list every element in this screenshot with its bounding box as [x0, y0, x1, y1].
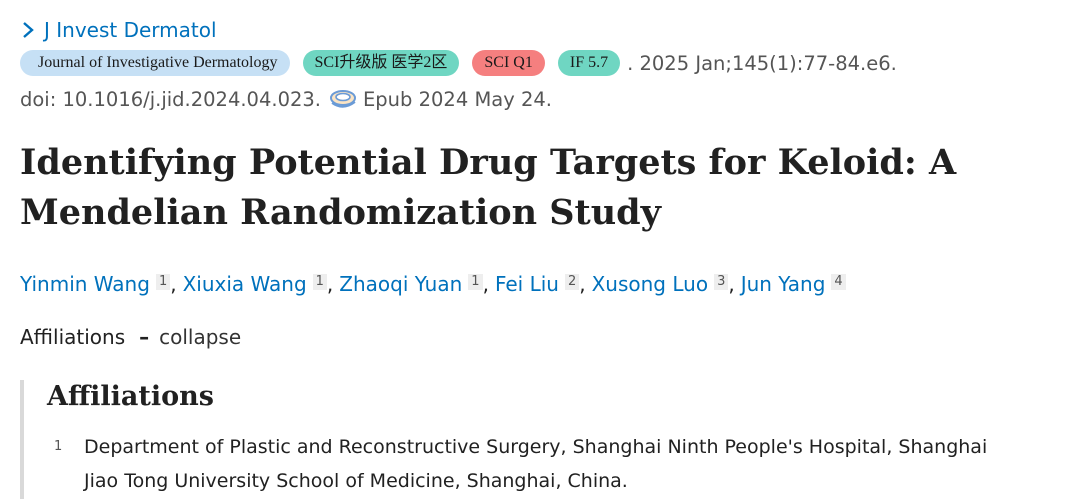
- author-link[interactable]: Xiuxia Wang: [182, 272, 307, 296]
- author-link[interactable]: Jun Yang: [740, 272, 826, 296]
- author-affiliation-number[interactable]: 1: [312, 274, 327, 290]
- author-affiliation-number[interactable]: 4: [831, 274, 846, 290]
- affiliations-heading: Affiliations: [47, 381, 214, 412]
- author-link[interactable]: Zhaoqi Yuan: [339, 272, 463, 296]
- doi-text[interactable]: doi: 10.1016/j.jid.2024.04.023.: [20, 87, 321, 111]
- affiliation-number: 1: [54, 439, 63, 454]
- author-link[interactable]: Yinmin Wang: [20, 272, 150, 296]
- author-affiliation-number[interactable]: 3: [714, 274, 729, 290]
- citation-text: . 2025 Jan;145(1):77-84.e6.: [627, 51, 897, 75]
- author-separator: ,: [170, 272, 177, 296]
- epub-date: Epub 2024 May 24.: [362, 87, 552, 111]
- author-separator: ,: [482, 272, 489, 296]
- author-link[interactable]: Fei Liu: [494, 272, 559, 296]
- author-separator: ,: [326, 272, 334, 296]
- author-affiliation-number[interactable]: 2: [564, 274, 580, 290]
- journal-badges: Journal of Investigative Dermatology SCI…: [20, 48, 897, 78]
- sci-quartile-badge[interactable]: SCI Q1: [472, 50, 545, 76]
- affiliations-panel: Affiliations 1 Department of Plastic and…: [20, 380, 1064, 499]
- author-affiliation-number[interactable]: 1: [468, 274, 483, 290]
- affiliation-text: Department of Plastic and Reconstructive…: [84, 436, 988, 492]
- collapse-link[interactable]: collapse: [159, 325, 242, 349]
- author-separator: ,: [579, 272, 586, 296]
- affiliation-item: 1 Department of Plastic and Reconstructi…: [54, 430, 1018, 498]
- affiliations-toggle: Affiliations – collapse: [20, 322, 241, 352]
- epub-icon: [329, 90, 356, 108]
- article-title: Identifying Potential Drug Targets for K…: [20, 142, 957, 233]
- author-link[interactable]: Xusong Luo: [591, 272, 709, 296]
- impact-factor-badge[interactable]: IF 5.7: [557, 50, 621, 76]
- journal-link[interactable]: J Invest Dermatol: [20, 16, 217, 44]
- author-separator: ,: [728, 272, 735, 296]
- doi-row: doi: 10.1016/j.jid.2024.04.023. Epub 202…: [20, 84, 552, 114]
- journal-name-badge[interactable]: Journal of Investigative Dermatology: [20, 50, 290, 76]
- author-affiliation-number[interactable]: 1: [155, 274, 171, 290]
- chevron-right-icon: [23, 22, 34, 38]
- journal-abbrev: J Invest Dermatol: [44, 18, 217, 42]
- affiliations-toggle-label: Affiliations: [20, 325, 126, 349]
- sci-tier-badge[interactable]: SCI升级版 医学2区: [302, 50, 460, 76]
- collapse-dash-icon[interactable]: –: [139, 325, 150, 349]
- author-list: Yinmin Wang 1, Xiuxia Wang 1, Zhaoqi Yuan 1, F…: [20, 268, 846, 300]
